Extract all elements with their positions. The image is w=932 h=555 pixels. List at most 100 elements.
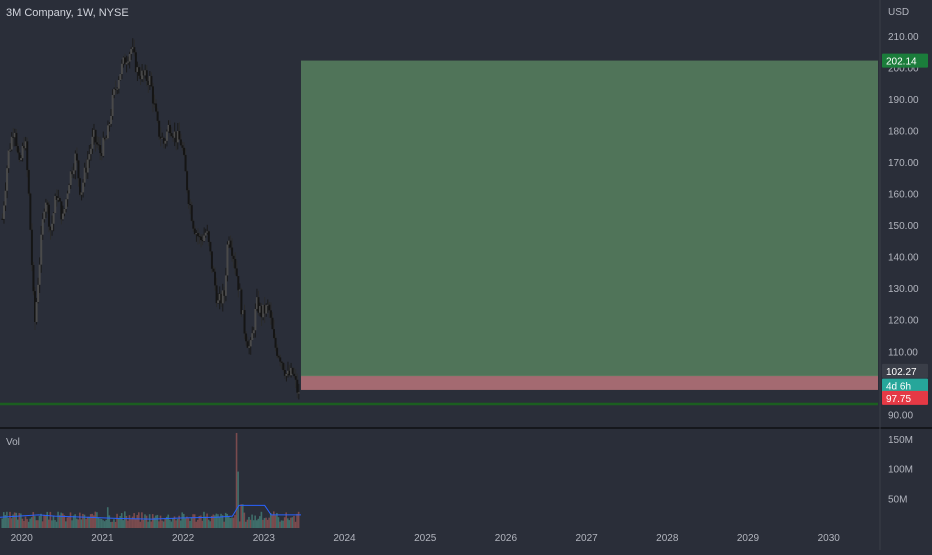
candle-body (2, 205, 5, 219)
volume-bar (105, 519, 107, 528)
candle-body (37, 284, 40, 303)
volume-bar (71, 520, 73, 528)
candle-body (6, 168, 9, 191)
candle-body (266, 304, 269, 306)
candle-body (192, 220, 195, 229)
candle-body (113, 89, 116, 95)
volume-bar (111, 521, 114, 528)
candle-body (215, 285, 218, 304)
countdown-badge: 4d 6h (886, 382, 911, 393)
candle-body (65, 199, 68, 210)
candle-body (72, 170, 75, 175)
candle-body (26, 141, 29, 171)
y-tick-label: 190.00 (888, 95, 919, 106)
volume-bar (35, 520, 38, 528)
volume-bar (44, 515, 47, 528)
volume-bar (286, 518, 289, 528)
candle-body (156, 111, 159, 121)
candle-body (179, 139, 182, 146)
volume-bar (198, 515, 201, 528)
volume-bar (206, 513, 208, 528)
volume-bar (268, 517, 270, 528)
volume-bar (277, 517, 280, 528)
volume-bar (86, 516, 89, 528)
volume-bar (201, 520, 204, 528)
candle-body (79, 178, 82, 195)
candle-body (189, 203, 192, 206)
volume-bar (4, 515, 7, 528)
profit-zone[interactable] (301, 60, 879, 376)
volume-bar (24, 516, 27, 528)
candle-body (260, 305, 263, 318)
candle-body (195, 233, 198, 235)
volume-bar (137, 512, 140, 528)
volume-bar (189, 520, 191, 528)
candle-body (96, 142, 99, 145)
volume-bar (257, 518, 260, 528)
candle-body (47, 204, 50, 227)
candle-body (271, 317, 274, 330)
target-price-badge-bg (882, 53, 928, 68)
candle-body (203, 235, 206, 242)
candle-body (285, 373, 288, 376)
candle-body (49, 226, 52, 231)
volume-bar (179, 520, 182, 528)
volume-bar (249, 519, 252, 528)
volume-bar (57, 511, 59, 528)
volume-bar (20, 513, 22, 528)
candle-body (159, 136, 162, 139)
candle-body (252, 330, 255, 334)
loss-zone[interactable] (301, 375, 879, 390)
volume-bar (127, 520, 129, 528)
volume-bar (273, 511, 275, 528)
candle-body (257, 297, 260, 313)
volume-bar (153, 517, 156, 528)
candle-body (128, 53, 131, 62)
volume-bar (51, 520, 53, 528)
candle-body (229, 240, 232, 248)
candle-body (167, 124, 170, 132)
candle-body (15, 132, 18, 147)
volume-bar (204, 516, 207, 528)
volume-bar (66, 517, 69, 528)
candle-body (41, 219, 44, 235)
volume-bar (9, 511, 11, 528)
volume-bar (243, 512, 246, 528)
candle-body (125, 62, 128, 65)
candle-body (201, 240, 204, 242)
candle-body (280, 361, 283, 363)
candle-body (269, 310, 272, 318)
volume-bar (30, 517, 33, 528)
volume-bar (193, 514, 196, 528)
candle-body (238, 289, 241, 291)
candle-body (153, 103, 156, 105)
candle-body (75, 153, 78, 161)
candle-body (57, 198, 60, 200)
candle-body (7, 150, 10, 169)
candle-body (134, 52, 137, 72)
volume-bar (125, 515, 128, 528)
candle-body (279, 357, 282, 362)
candle-body (116, 88, 119, 90)
volume-bar (294, 521, 297, 528)
volume-bar (40, 513, 42, 528)
current-price-badge: 102.27 (886, 367, 917, 378)
candle-body (147, 80, 150, 85)
volume-bar (181, 512, 184, 528)
candle-body (103, 137, 106, 140)
candle-body (55, 196, 58, 200)
candle-body (35, 302, 38, 322)
candle-body (161, 137, 164, 139)
candle-body (296, 379, 299, 393)
candle-body (273, 329, 276, 338)
candle-body (165, 131, 168, 141)
candle-body (290, 367, 293, 376)
volume-bar (195, 521, 198, 528)
candle-body (23, 145, 26, 149)
volume-bar (26, 519, 28, 528)
volume-bar (7, 518, 10, 528)
volume-bar (218, 516, 221, 528)
volume-bar (15, 512, 17, 528)
